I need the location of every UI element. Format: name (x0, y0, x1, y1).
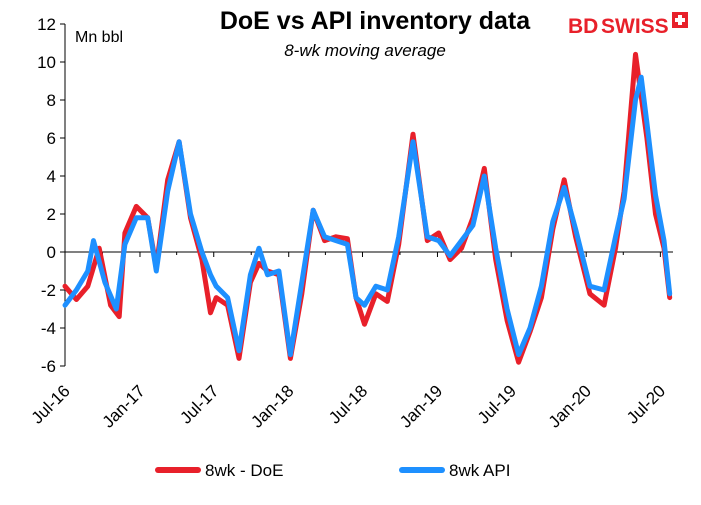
legend-label-doe: 8wk - DoE (205, 461, 283, 480)
y-axis-unit-label: Mn bbl (75, 29, 123, 46)
x-tick-label: Jul-17 (176, 381, 222, 427)
x-tick-label: Jul-20 (623, 381, 669, 427)
y-tick-label: 10 (37, 53, 56, 72)
y-tick-label: 12 (37, 15, 56, 34)
series-line-doe (62, 51, 673, 365)
brand-logo: BD SWISS (568, 12, 688, 38)
x-tick-label: Jul-16 (28, 381, 74, 427)
y-tick-label: -2 (41, 281, 56, 300)
chart-subtitle: 8-wk moving average (284, 41, 446, 60)
series-layer (62, 51, 673, 365)
y-tick-label: -6 (41, 357, 56, 376)
y-tick-label: 6 (47, 129, 56, 148)
x-tick-label: Jan-19 (396, 381, 446, 431)
y-tick-label: 2 (47, 205, 56, 224)
y-tick-label: 0 (47, 243, 56, 262)
x-tick-label: Jan-20 (545, 381, 595, 431)
x-tick-label: Jul-19 (474, 381, 520, 427)
x-tick-label: Jan-17 (99, 381, 149, 431)
logo-text-swiss: SWISS (601, 15, 669, 38)
swiss-cross-icon (672, 12, 688, 28)
chart-title: DoE vs API inventory data (220, 7, 531, 35)
x-tick-label: Jul-18 (325, 381, 371, 427)
y-tick-label: 8 (47, 91, 56, 110)
y-tick-label: 4 (47, 167, 56, 186)
legend-label-api: 8wk API (449, 461, 510, 480)
y-tick-label: -4 (41, 319, 56, 338)
logo-text-bd: BD (568, 15, 598, 38)
legend: 8wk - DoE 8wk API (155, 461, 510, 480)
series-line-api (62, 74, 673, 358)
x-tick-label: Jan-18 (247, 381, 297, 431)
